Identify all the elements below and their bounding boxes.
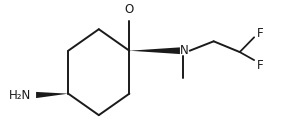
Text: H₂N: H₂N bbox=[9, 88, 31, 102]
Text: N: N bbox=[180, 44, 189, 57]
Text: O: O bbox=[125, 3, 134, 16]
Polygon shape bbox=[36, 92, 68, 98]
Text: F: F bbox=[257, 27, 263, 40]
Text: F: F bbox=[257, 59, 263, 72]
Polygon shape bbox=[129, 47, 180, 54]
